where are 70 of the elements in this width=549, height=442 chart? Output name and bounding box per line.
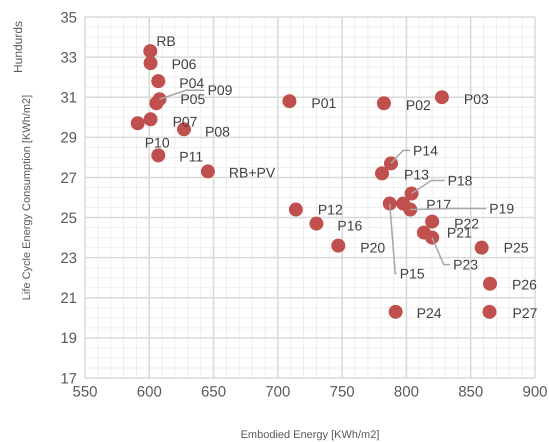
- point: [151, 148, 166, 162]
- x-axis-title: Embodied Energy [KWh/m2]: [240, 429, 380, 441]
- point: [483, 276, 497, 291]
- y-axis-title: Life Cycle Energy Consumption [KWh/m2]: [20, 94, 33, 300]
- point: [403, 202, 418, 217]
- annotation: P04: [179, 75, 204, 92]
- annotation: P01: [311, 95, 337, 112]
- point: [376, 96, 391, 110]
- y-tick-label: 27: [60, 170, 77, 187]
- point: [388, 304, 403, 319]
- y-tick-label: 35: [60, 9, 77, 26]
- point: [425, 214, 440, 229]
- point: [425, 230, 440, 245]
- point: [151, 74, 166, 88]
- annotation: P11: [179, 148, 204, 164]
- y-tick-label: 31: [60, 90, 77, 107]
- annotation: P27: [512, 304, 538, 321]
- annotation: P10: [144, 134, 170, 150]
- point: [144, 56, 158, 70]
- annotation: P16: [337, 218, 363, 234]
- annotation: P09: [208, 82, 233, 98]
- annotation: P06: [172, 56, 197, 72]
- y-tick-label: 19: [60, 330, 77, 348]
- x-tick-label: 650: [201, 384, 226, 401]
- point: [144, 112, 158, 126]
- point: [482, 304, 496, 319]
- x-tick-label: 700: [265, 384, 290, 401]
- annotation: P20: [360, 240, 386, 256]
- point: [434, 90, 449, 104]
- point: [309, 216, 324, 231]
- text: Hundurds: [11, 20, 25, 76]
- x-tick-label: 600: [136, 384, 162, 401]
- annotation: P15: [400, 266, 425, 282]
- annotation: P12: [318, 202, 343, 218]
- annotation: P13: [404, 166, 430, 182]
- annotation: P24: [416, 304, 442, 321]
- point: [375, 166, 389, 180]
- point: [331, 238, 346, 253]
- annotation: P23: [453, 256, 478, 273]
- x-tick-label: 750: [330, 384, 355, 401]
- y-tick-label: 29: [60, 130, 77, 147]
- annotation: P19: [489, 200, 514, 217]
- point: [282, 94, 296, 108]
- point: [288, 202, 303, 217]
- x-tick-label: 800: [394, 384, 419, 401]
- annotation: P08: [205, 123, 230, 140]
- y-tick-label: 23: [60, 250, 77, 267]
- y-tick-label: 33: [60, 49, 77, 66]
- point: [404, 186, 419, 200]
- y-tick-label: 21: [60, 290, 77, 308]
- annotation: P25: [504, 240, 529, 256]
- x-tick-label: 900: [522, 384, 548, 401]
- annotation: P18: [448, 172, 473, 188]
- annotation: RB: [156, 33, 176, 50]
- point: [149, 96, 164, 110]
- annotation: RB+PV: [228, 164, 276, 180]
- y-tick-label: 25: [60, 210, 77, 227]
- point: [143, 44, 158, 58]
- point: [130, 116, 145, 130]
- annotation: P07: [172, 113, 198, 130]
- point: [384, 156, 398, 170]
- annotation: P02: [406, 97, 432, 114]
- annotation: P14: [413, 142, 438, 158]
- point: [200, 164, 215, 178]
- annotation: P26: [512, 276, 538, 293]
- x-tick-label: 850: [458, 384, 484, 401]
- point: [382, 196, 397, 211]
- point: [474, 240, 489, 255]
- annotation: P03: [464, 91, 490, 108]
- annotation: P05: [180, 91, 206, 108]
